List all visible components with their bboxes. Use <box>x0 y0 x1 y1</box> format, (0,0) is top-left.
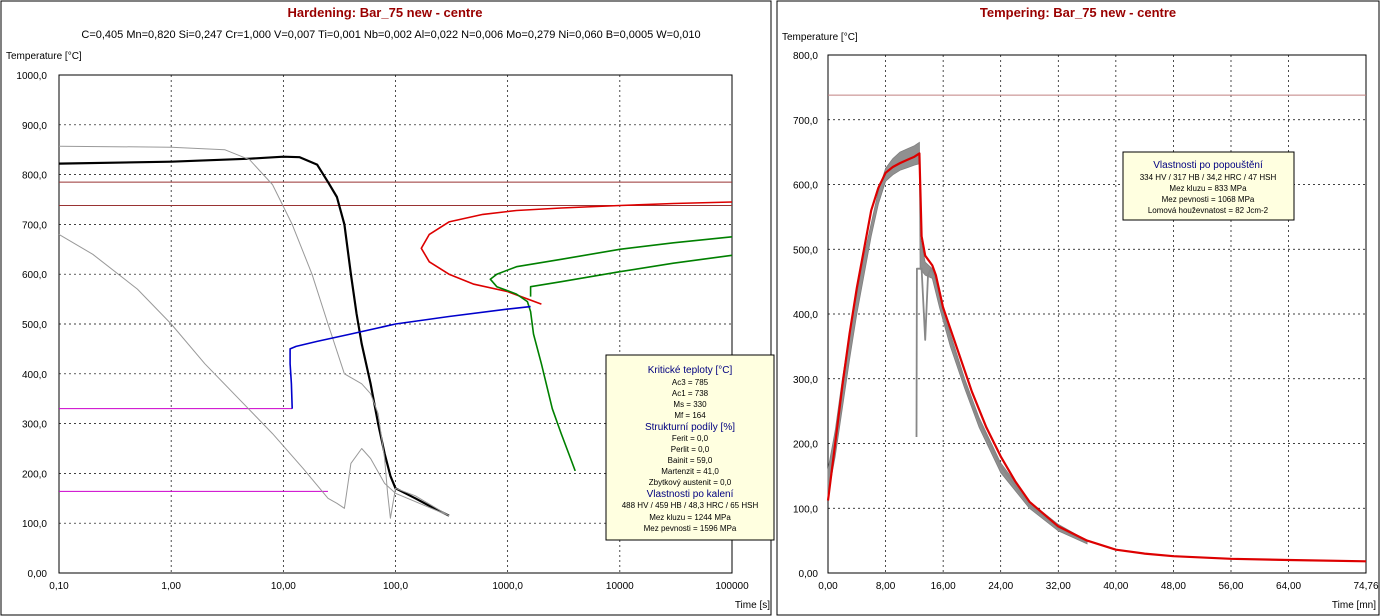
left-x-tick-label: 10,00 <box>271 581 296 592</box>
right-y-tick-label: 300,0 <box>793 375 818 386</box>
hardening-title: Hardening: Bar_75 new - centre <box>287 5 482 20</box>
bainite-value: Bainit = 59,0 <box>668 456 713 465</box>
hardening-info-box: Kritické teploty [°C] Ac3 = 785 Ac1 = 73… <box>605 354 775 541</box>
right-y-tick-label: 200,0 <box>793 440 818 451</box>
left-x-tick-label: 1,00 <box>161 581 181 592</box>
right-x-tick-label: 8,00 <box>876 581 896 592</box>
martensite-value: Martenzit = 41,0 <box>661 467 719 476</box>
ferrite-value: Ferit = 0,0 <box>672 434 709 443</box>
left-y-tick-label: 900,0 <box>22 121 47 132</box>
right-x-tick-label: 48,00 <box>1161 581 1186 592</box>
left-y-tick-label: 1000,0 <box>16 71 47 82</box>
left-x-axis-label: Time [s] <box>735 600 770 611</box>
hardening-yield-value: Mez kluzu = 1244 MPa <box>649 513 731 522</box>
left-x-tick-label: 100000 <box>715 581 749 592</box>
right-x-axis-label: Time [mn] <box>1332 600 1376 611</box>
critical-temperatures-heading: Kritické teploty [°C] <box>648 365 733 376</box>
right-y-tick-label: 400,0 <box>793 310 818 321</box>
right-x-tick-label: 56,00 <box>1218 581 1243 592</box>
right-x-tick-label: 24,00 <box>988 581 1013 592</box>
tempering-title: Tempering: Bar_75 new - centre <box>980 5 1176 20</box>
left-series-line <box>58 233 450 517</box>
right-temperature-band <box>827 141 1088 545</box>
hardening-properties-heading: Vlastnosti po kalení <box>647 489 734 500</box>
tempering-properties-heading: Vlastnosti po popouštění <box>1153 160 1263 171</box>
right-y-tick-label: 700,0 <box>793 116 818 127</box>
right-y-tick-label: 800,0 <box>793 51 818 62</box>
left-y-tick-label: 500,0 <box>22 320 47 331</box>
left-series-line <box>489 236 733 472</box>
left-y-tick-label: 400,0 <box>22 370 47 381</box>
left-y-tick-label: 600,0 <box>22 270 47 281</box>
left-y-tick-label: 100,0 <box>22 519 47 530</box>
right-x-tick-label: 0,00 <box>818 581 838 592</box>
right-x-tick-label: 16,00 <box>931 581 956 592</box>
left-y-tick-label: 200,0 <box>22 469 47 480</box>
tempering-hardness-value: 334 HV / 317 HB / 34,2 HRC / 47 HSH <box>1140 173 1277 182</box>
left-series-line <box>420 201 733 305</box>
ms-value: Ms = 330 <box>673 400 707 409</box>
pearlite-value: Perlit = 0,0 <box>671 445 710 454</box>
left-y-tick-label: 300,0 <box>22 420 47 431</box>
right-series-line <box>826 152 1367 563</box>
left-x-tick-label: 0,10 <box>49 581 69 592</box>
left-x-tick-label: 100,0 <box>383 581 408 592</box>
ac3-value: Ac3 = 785 <box>672 378 709 387</box>
right-x-tick-label: 64,00 <box>1276 581 1301 592</box>
right-x-tick-label: 32,00 <box>1046 581 1071 592</box>
left-y-axis-label: Temperature [°C] <box>6 51 82 62</box>
left-series-line <box>58 145 450 519</box>
left-series-line <box>58 155 450 517</box>
right-x-tick-label: 74,76 <box>1353 581 1378 592</box>
right-y-axis-label: Temperature [°C] <box>782 32 858 43</box>
hardening-tensile-value: Mez pevnosti = 1596 MPa <box>644 524 737 533</box>
tempering-yield-value: Mez kluzu = 833 MPa <box>1169 184 1247 193</box>
left-x-tick-label: 10000 <box>606 581 634 592</box>
mf-value: Mf = 164 <box>674 411 706 420</box>
right-y-tick-label: 600,0 <box>793 181 818 192</box>
tempering-toughness-value: Lomová houževnatost = 82 Jcm-2 <box>1148 206 1269 215</box>
left-x-tick-label: 1000,0 <box>492 581 523 592</box>
right-panel-frame <box>776 0 1380 616</box>
left-series-line <box>289 305 531 409</box>
left-y-tick-label: 700,0 <box>22 220 47 231</box>
tempering-info-box: Vlastnosti po popouštění 334 HV / 317 HB… <box>1122 151 1295 221</box>
ac1-value: Ac1 = 738 <box>672 389 709 398</box>
left-y-tick-label: 800,0 <box>22 171 47 182</box>
right-y-tick-label: 100,0 <box>793 504 818 515</box>
retained-austenite-value: Zbytkový austenit = 0,0 <box>649 478 732 487</box>
left-series-line <box>529 254 733 297</box>
right-x-tick-label: 40,00 <box>1103 581 1128 592</box>
tempering-tensile-value: Mez pevnosti = 1068 MPa <box>1162 195 1255 204</box>
structure-heading: Strukturní podíly [%] <box>645 422 735 433</box>
hardening-hardness-value: 488 HV / 459 HB / 48,3 HRC / 65 HSH <box>622 501 759 510</box>
left-y-tick-label: 0,00 <box>28 569 48 580</box>
right-y-tick-label: 0,00 <box>799 569 819 580</box>
right-y-tick-label: 500,0 <box>793 245 818 256</box>
composition-text: C=0,405 Mn=0,820 Si=0,247 Cr=1,000 V=0,0… <box>81 29 700 41</box>
